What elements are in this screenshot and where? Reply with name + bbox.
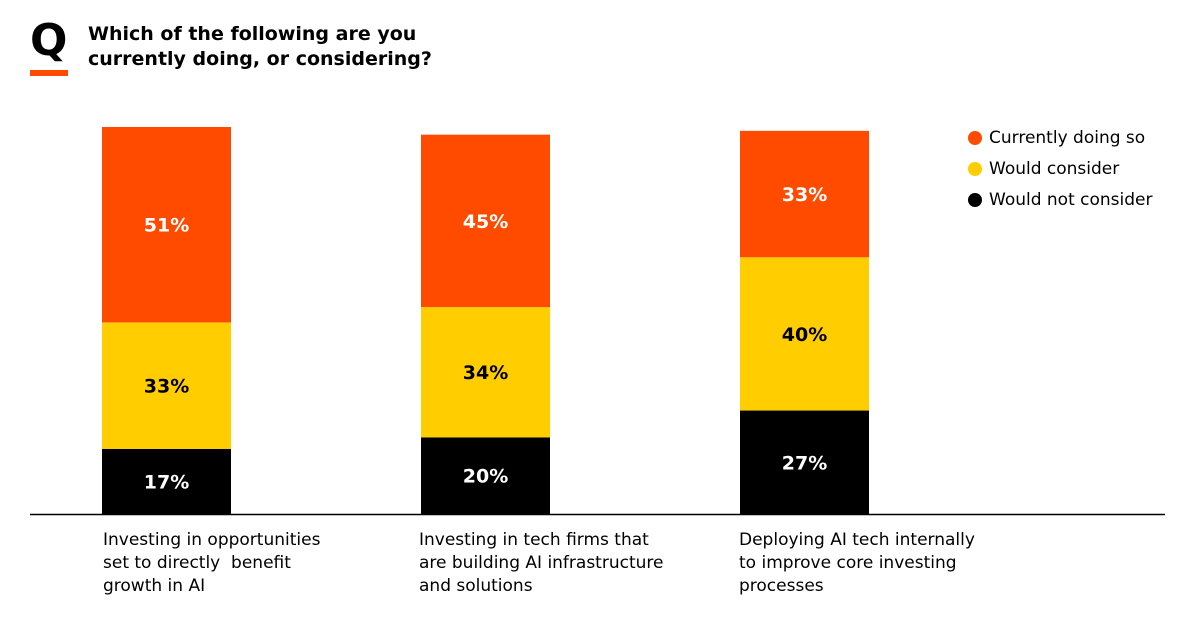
data-label-would-consider-2: 34% [463, 362, 508, 384]
category-label-3: Deploying AI tech internally to improve … [739, 529, 1039, 598]
data-label-not-consider-1: 17% [144, 471, 189, 493]
category-label-line: Investing in tech firms that [419, 530, 649, 550]
legend-dot-not [968, 192, 982, 207]
legend-label-currently: Currently doing so [989, 127, 1146, 148]
legend-item-currently: Currently doing so [968, 122, 1153, 153]
data-label-would-consider-1: 33% [144, 376, 189, 398]
legend-item-consider: Would consider [968, 153, 1153, 184]
category-label-line: are building AI infrastructure [419, 553, 664, 573]
data-label-would-consider-3: 40% [782, 324, 827, 346]
question-badge: Q [30, 18, 70, 78]
question-badge-underline [30, 70, 68, 76]
category-label-1: Investing in opportunities set to direct… [103, 529, 403, 598]
legend-dot-currently [968, 130, 982, 145]
legend: Currently doing so Would consider Would … [968, 122, 1153, 215]
question-badge-letter: Q [30, 15, 68, 66]
bar-segment-would-consider-2 [421, 307, 550, 438]
category-label-line: Investing in opportunities [103, 530, 321, 550]
chart-title: Which of the following are you currently… [88, 23, 432, 70]
category-label-line: to improve core investing [739, 553, 957, 573]
bar-segment-would-consider-3 [740, 257, 869, 411]
data-label-currently-doing-1: 51% [144, 215, 189, 237]
bar-segment-currently-doing-2 [421, 134, 550, 308]
data-label-currently-doing-2: 45% [463, 211, 508, 233]
legend-dot-consider [968, 161, 982, 176]
legend-label-consider: Would consider [989, 158, 1120, 179]
category-label-line: processes [739, 576, 824, 596]
data-label-currently-doing-3: 33% [782, 184, 827, 206]
category-label-2: Investing in tech firms that are buildin… [419, 529, 719, 598]
category-label-line: set to directly benefit [103, 553, 291, 573]
legend-item-not: Would not consider [968, 184, 1153, 215]
bar-segment-not-consider-3 [740, 410, 869, 514]
bar-segment-not-consider-2 [421, 437, 550, 514]
data-label-not-consider-3: 27% [782, 452, 827, 474]
data-label-not-consider-2: 20% [463, 466, 508, 488]
bar-segment-currently-doing-3 [740, 130, 869, 258]
category-label-line: growth in AI [103, 576, 206, 596]
category-label-line: and solutions [419, 576, 533, 596]
bar-segment-would-consider-1 [102, 322, 231, 449]
category-label-line: Deploying AI tech internally [739, 530, 975, 550]
bar-segment-not-consider-1 [102, 448, 231, 514]
bar-segment-currently-doing-1 [102, 127, 231, 323]
legend-label-not: Would not consider [989, 189, 1153, 210]
